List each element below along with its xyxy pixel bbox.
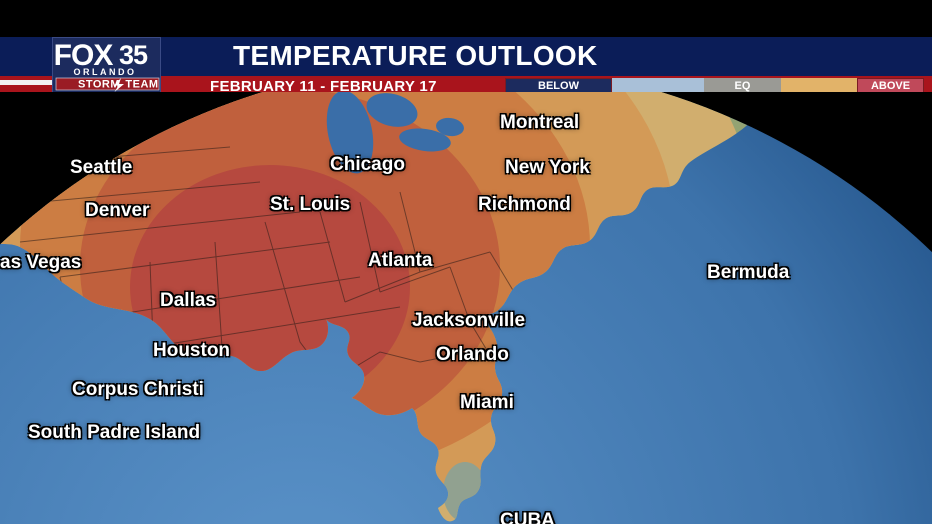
svg-text:STORM: STORM [78,79,120,91]
svg-text:35: 35 [119,40,148,70]
svg-text:TEAM: TEAM [125,79,158,91]
svg-text:ORLANDO: ORLANDO [74,67,137,77]
